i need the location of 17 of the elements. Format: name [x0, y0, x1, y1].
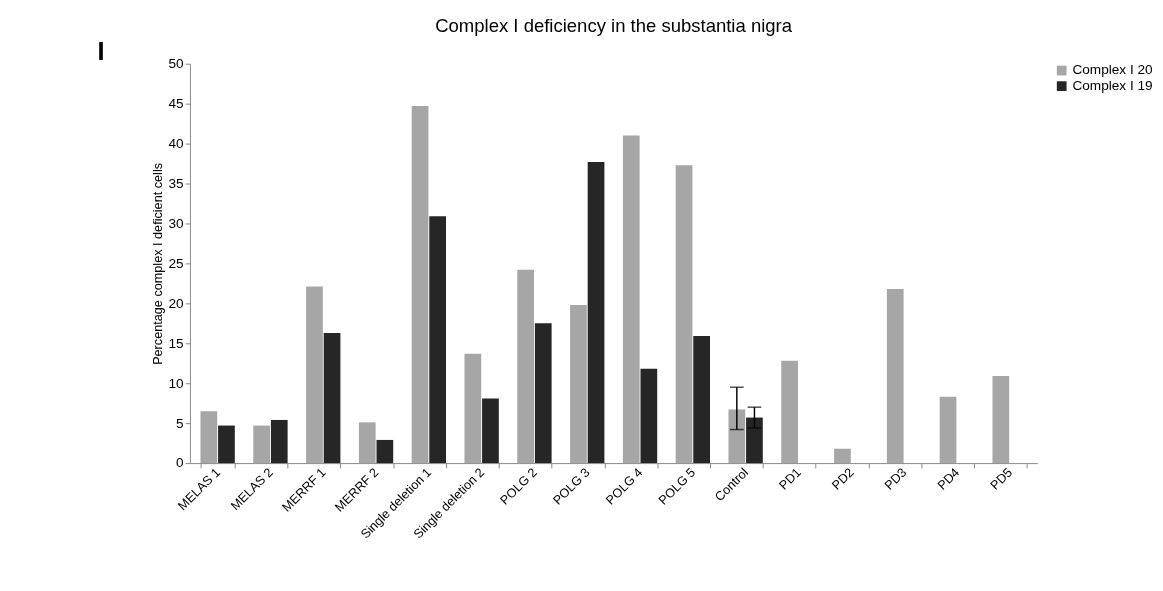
y-axis-title: Percentage complex I deficient cells	[150, 162, 165, 365]
legend-label: Complex I 19	[1072, 78, 1153, 94]
chart-title: Complex I deficiency in the substantia nigra	[435, 14, 793, 36]
y-tick-label: 35	[168, 175, 184, 191]
y-tick-label: 15	[168, 335, 184, 351]
legend-label: Complex I 20	[1072, 62, 1154, 78]
y-tick-label: 30	[168, 215, 185, 231]
y-tick-label: 5	[176, 415, 184, 431]
y-tick-label: 0	[176, 455, 185, 471]
x-tick-label: PD1	[776, 465, 804, 493]
y-tick-label: 10	[168, 375, 185, 391]
text: I	[97, 36, 105, 65]
y-tick-label: 20	[168, 295, 185, 311]
y-tick-label: 45	[168, 96, 184, 112]
y-tick-label: 50	[168, 56, 185, 72]
y-tick-label: 40	[168, 135, 185, 151]
y-tick-label: 25	[168, 255, 184, 271]
